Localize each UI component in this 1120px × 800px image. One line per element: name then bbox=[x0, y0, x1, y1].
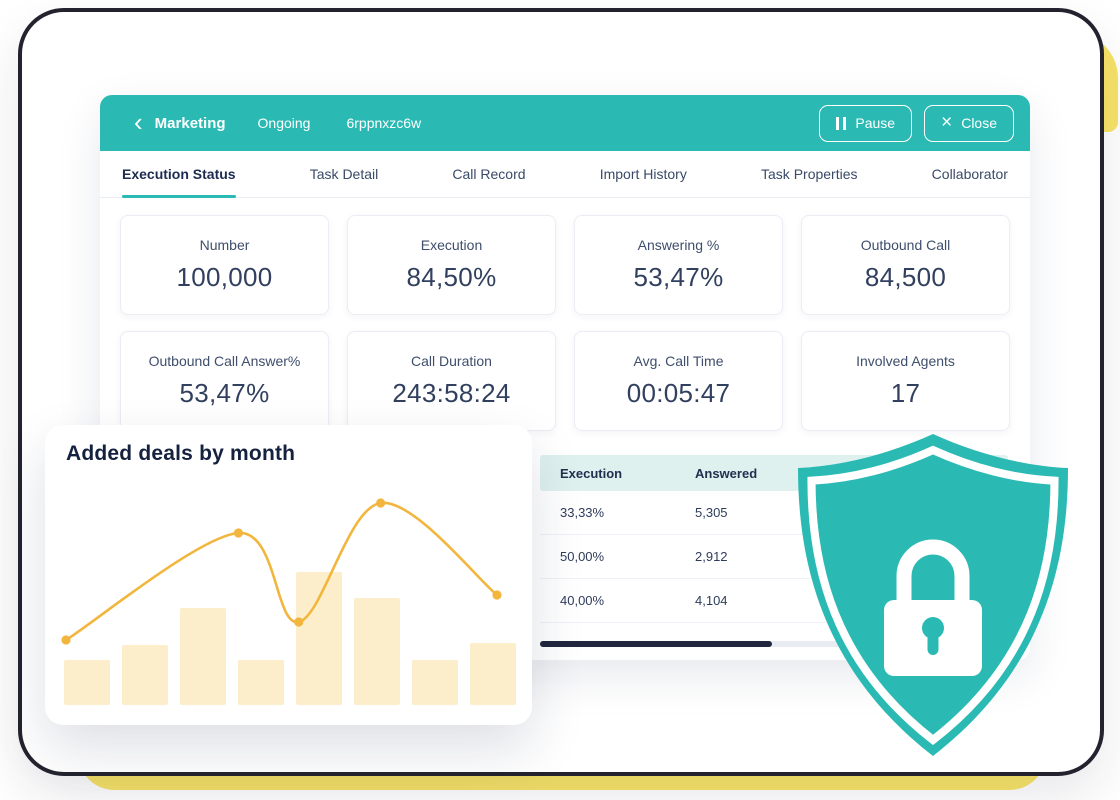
stat-card-answering: Answering % 53,47% bbox=[574, 215, 783, 315]
stat-card-involved-agents: Involved Agents 17 bbox=[801, 331, 1010, 431]
stat-value: 243:58:24 bbox=[392, 378, 511, 408]
tab-task-detail[interactable]: Task Detail bbox=[309, 166, 379, 182]
stat-label: Execution bbox=[420, 237, 483, 253]
column-header-execution: Execution bbox=[560, 465, 623, 481]
stat-value: 53,47% bbox=[179, 378, 270, 408]
table-row: 50,00% 2,912 bbox=[540, 535, 1008, 579]
stat-value: 00:05:47 bbox=[626, 378, 731, 408]
table-body: 33,33% 5,305 50,00% 2,912 40,00% 4,104 bbox=[540, 491, 1008, 623]
tab-execution-status[interactable]: Execution Status bbox=[122, 151, 236, 198]
chart-point bbox=[294, 617, 304, 627]
lock-keyhole-icon bbox=[922, 617, 944, 639]
stat-card-outbound-call: Outbound Call 84,500 bbox=[801, 215, 1010, 315]
panel-header: ‹ Marketing Ongoing 6rppnxzc6w Pause × C… bbox=[100, 95, 1030, 151]
chart-bar bbox=[180, 608, 226, 705]
stats-grid: Number 100,000 Execution 84,50% Answering % 5… bbox=[100, 198, 1030, 448]
stat-card-execution: Execution 84,50% bbox=[347, 215, 556, 315]
stat-value: 100,000 bbox=[176, 262, 273, 292]
pause-button[interactable]: Pause bbox=[819, 104, 913, 142]
chart-point bbox=[492, 590, 502, 600]
stat-label: Answering % bbox=[637, 237, 720, 253]
stat-card-call-duration: Call Duration 243:58:24 bbox=[347, 331, 556, 431]
table-cell: 33,33% bbox=[560, 505, 605, 520]
chart-bar bbox=[354, 598, 400, 705]
task-id: 6rppnxzc6w bbox=[346, 115, 422, 131]
lock-shackle-icon bbox=[896, 539, 970, 610]
tab-collaborator[interactable]: Collaborator bbox=[931, 166, 1008, 182]
tab-call-record[interactable]: Call Record bbox=[452, 166, 526, 182]
close-button-label: Close bbox=[961, 115, 997, 131]
stat-value: 53,47% bbox=[633, 262, 724, 292]
chart-point bbox=[233, 528, 243, 538]
stat-card-outbound-call-answer: Outbound Call Answer% 53,47% bbox=[120, 331, 329, 431]
stat-value: 84,50% bbox=[406, 262, 497, 292]
stat-label: Call Duration bbox=[411, 353, 492, 369]
stat-label: Outbound Call bbox=[860, 237, 951, 253]
table-cell: 40,00% bbox=[560, 593, 605, 608]
chart-title: Added deals by month bbox=[66, 442, 296, 465]
table-cell: 5,305 bbox=[695, 505, 728, 520]
stat-label: Number bbox=[199, 237, 250, 253]
horizontal-scrollbar-track[interactable] bbox=[540, 641, 1008, 647]
close-icon: × bbox=[941, 111, 953, 133]
close-button[interactable]: × Close bbox=[924, 104, 1014, 142]
chart-bar bbox=[122, 645, 168, 705]
pause-icon bbox=[836, 116, 847, 130]
stat-label: Avg. Call Time bbox=[633, 353, 724, 369]
table-cell: 2,912 bbox=[695, 549, 728, 564]
chart-point bbox=[376, 498, 386, 508]
table-row: 33,33% 5,305 bbox=[540, 491, 1008, 535]
chart-bar bbox=[238, 660, 284, 705]
stat-value: 17 bbox=[890, 378, 921, 408]
chart-line bbox=[65, 501, 498, 642]
shield-inner-ring bbox=[807, 445, 1059, 746]
stat-value: 84,500 bbox=[864, 262, 947, 292]
table-cell: 50,00% bbox=[560, 549, 605, 564]
stat-label: Outbound Call Answer% bbox=[148, 353, 301, 369]
stat-card-avg-call-time: Avg. Call Time 00:05:47 bbox=[574, 331, 783, 431]
tab-task-properties[interactable]: Task Properties bbox=[761, 166, 858, 182]
chart-bar bbox=[64, 660, 110, 705]
chart-bar bbox=[470, 643, 516, 705]
table-cell: 4,104 bbox=[695, 593, 728, 608]
column-header-answered: Answered bbox=[695, 465, 758, 481]
tab-import-history[interactable]: Import History bbox=[599, 166, 687, 182]
security-shield-icon bbox=[798, 434, 1068, 756]
chart-bar bbox=[296, 572, 342, 705]
chart-point bbox=[61, 635, 71, 645]
chart-bar bbox=[412, 660, 458, 705]
horizontal-scrollbar-thumb[interactable] bbox=[540, 641, 772, 647]
stat-card-number: Number 100,000 bbox=[120, 215, 329, 315]
tab-bar: Execution Status Task Detail Call Record Im… bbox=[100, 151, 1030, 198]
lock-keyhole-stem bbox=[927, 633, 939, 655]
back-icon[interactable]: ‹ bbox=[134, 106, 143, 137]
table-row: 40,00% 4,104 bbox=[540, 579, 1008, 623]
header-actions: Pause × Close bbox=[819, 104, 1014, 142]
deals-chart bbox=[61, 498, 516, 705]
deals-chart-card: Added deals by month bbox=[45, 425, 532, 725]
pause-button-label: Pause bbox=[855, 115, 896, 131]
stat-label: Involved Agents bbox=[856, 353, 955, 369]
page-title: Marketing bbox=[154, 114, 226, 132]
status-label: Ongoing bbox=[257, 115, 311, 131]
